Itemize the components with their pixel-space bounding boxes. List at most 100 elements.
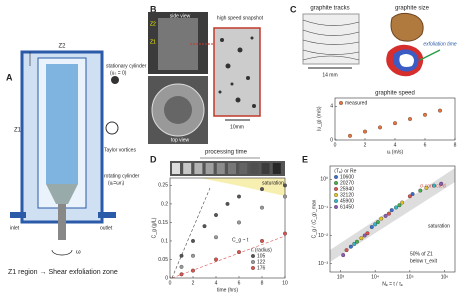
panel-label: C xyxy=(290,4,297,14)
label: inlet xyxy=(10,225,20,231)
legend-swatch xyxy=(334,193,338,197)
label: Z1 xyxy=(14,128,22,134)
label: Z1 xyxy=(150,39,156,45)
label: top view xyxy=(171,137,190,143)
legend-swatch xyxy=(334,205,338,209)
legend-label: 25940 xyxy=(340,186,354,192)
x-axis-label: time (hrs) xyxy=(217,287,238,293)
legend-label: 10600 xyxy=(340,174,354,180)
data-point xyxy=(438,108,442,113)
label: graphite size xyxy=(395,6,430,12)
tracks xyxy=(302,19,360,61)
vial xyxy=(205,163,214,174)
y-tick-label: 0 xyxy=(330,137,333,143)
data-point xyxy=(410,192,415,197)
x-tick-label: 6 xyxy=(424,142,427,148)
legend-label: 105 xyxy=(257,253,266,259)
plot-frame xyxy=(169,177,286,279)
data-point xyxy=(179,264,184,269)
x-tick-label: 4 xyxy=(215,280,218,286)
data-point xyxy=(379,216,384,221)
legend-swatch xyxy=(334,199,338,203)
x-tick-label: 10³ xyxy=(337,274,345,280)
vial xyxy=(261,163,270,174)
snapshot xyxy=(213,27,261,117)
data-point xyxy=(432,183,437,188)
y-tick-label: 0.05 xyxy=(158,257,168,263)
vial xyxy=(216,163,225,174)
caption: Z1 region → Shear exfoliation zone xyxy=(8,269,118,276)
label: below τ_exit xyxy=(410,258,438,264)
label: 50% of Z1 xyxy=(410,251,433,257)
legend-label: measured xyxy=(345,100,367,106)
x-axis-label: Nₑ = t / τₑ xyxy=(382,281,403,287)
y-tick-label: 0.15 xyxy=(158,220,168,226)
legend-label: 20270 xyxy=(340,180,354,186)
data-point xyxy=(383,213,388,218)
data-point xyxy=(237,250,241,255)
legend-label: 45900 xyxy=(340,198,354,204)
data-point xyxy=(260,187,264,192)
label: rotating cylinder xyxy=(104,173,140,179)
label: high speed snapshot xyxy=(217,15,264,21)
x-tick-label: 2 xyxy=(192,280,195,286)
x-axis-label: uᵢ (m/s) xyxy=(387,149,404,155)
data-point xyxy=(260,205,264,210)
data-point xyxy=(387,211,391,216)
data-point xyxy=(341,253,346,258)
legend-swatch xyxy=(334,175,338,179)
data-point xyxy=(423,112,427,117)
data-point xyxy=(237,194,241,199)
label: Z2 xyxy=(150,21,156,27)
x-tick-label: 6 xyxy=(238,280,241,286)
fit-line xyxy=(171,235,286,279)
panel-label: A xyxy=(6,72,13,82)
label: Taylor vortices xyxy=(104,147,136,153)
label: outlet xyxy=(100,225,113,231)
legend-swatch xyxy=(334,187,338,191)
chart-title: graphite speed xyxy=(375,91,415,97)
panel-label: D xyxy=(150,154,157,164)
data-point xyxy=(439,181,444,186)
data-point xyxy=(260,239,264,243)
photo xyxy=(302,13,360,65)
vial xyxy=(183,163,192,174)
legend-title: rᵢ (radius) xyxy=(251,247,272,253)
data-point xyxy=(373,222,378,227)
data-point xyxy=(348,133,352,138)
vial xyxy=(250,163,259,174)
x-tick-label: 8 xyxy=(261,280,264,286)
label: 14 mm xyxy=(322,72,337,78)
data-point xyxy=(369,225,374,230)
label: ω xyxy=(76,250,81,256)
saturation-band xyxy=(200,178,285,196)
particles xyxy=(218,36,256,108)
legend-swatch xyxy=(251,266,255,270)
label: graphite tracks xyxy=(310,6,349,12)
photo xyxy=(164,96,192,124)
label: (uₛ = 0) xyxy=(110,70,127,76)
data-point xyxy=(359,236,364,241)
arrow xyxy=(419,49,441,61)
y-axis-label: ⟨u_g⟩ (m/s) xyxy=(316,106,322,131)
label: exfoliation time xyxy=(423,41,457,47)
data-point xyxy=(400,200,405,205)
y-tick-label: 10⁰ xyxy=(320,177,328,183)
label: stationary cylinder xyxy=(106,63,147,69)
data-point xyxy=(363,129,367,134)
label: C_g ~ t xyxy=(232,237,249,243)
data-point xyxy=(202,224,207,229)
data-point xyxy=(214,257,218,262)
vial xyxy=(194,163,203,174)
data-point xyxy=(191,253,195,258)
data-point xyxy=(375,220,380,225)
x-tick-label: 10⁵ xyxy=(406,274,414,280)
reactor-diagram xyxy=(10,50,119,256)
legend-label: 122 xyxy=(257,259,266,265)
x-tick-label: 10 xyxy=(282,280,288,286)
data-point xyxy=(424,185,429,190)
data-point xyxy=(283,231,287,236)
data-point xyxy=(191,268,195,273)
data-point xyxy=(378,125,382,130)
